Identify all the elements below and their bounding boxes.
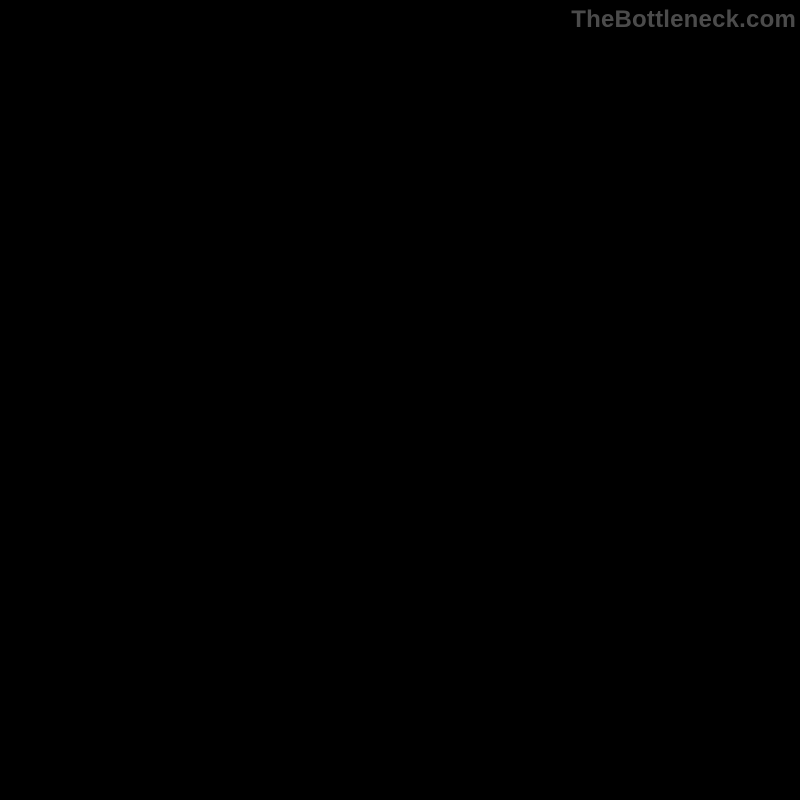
chart-outer-frame <box>0 0 800 800</box>
watermark-text: TheBottleneck.com <box>571 6 796 34</box>
